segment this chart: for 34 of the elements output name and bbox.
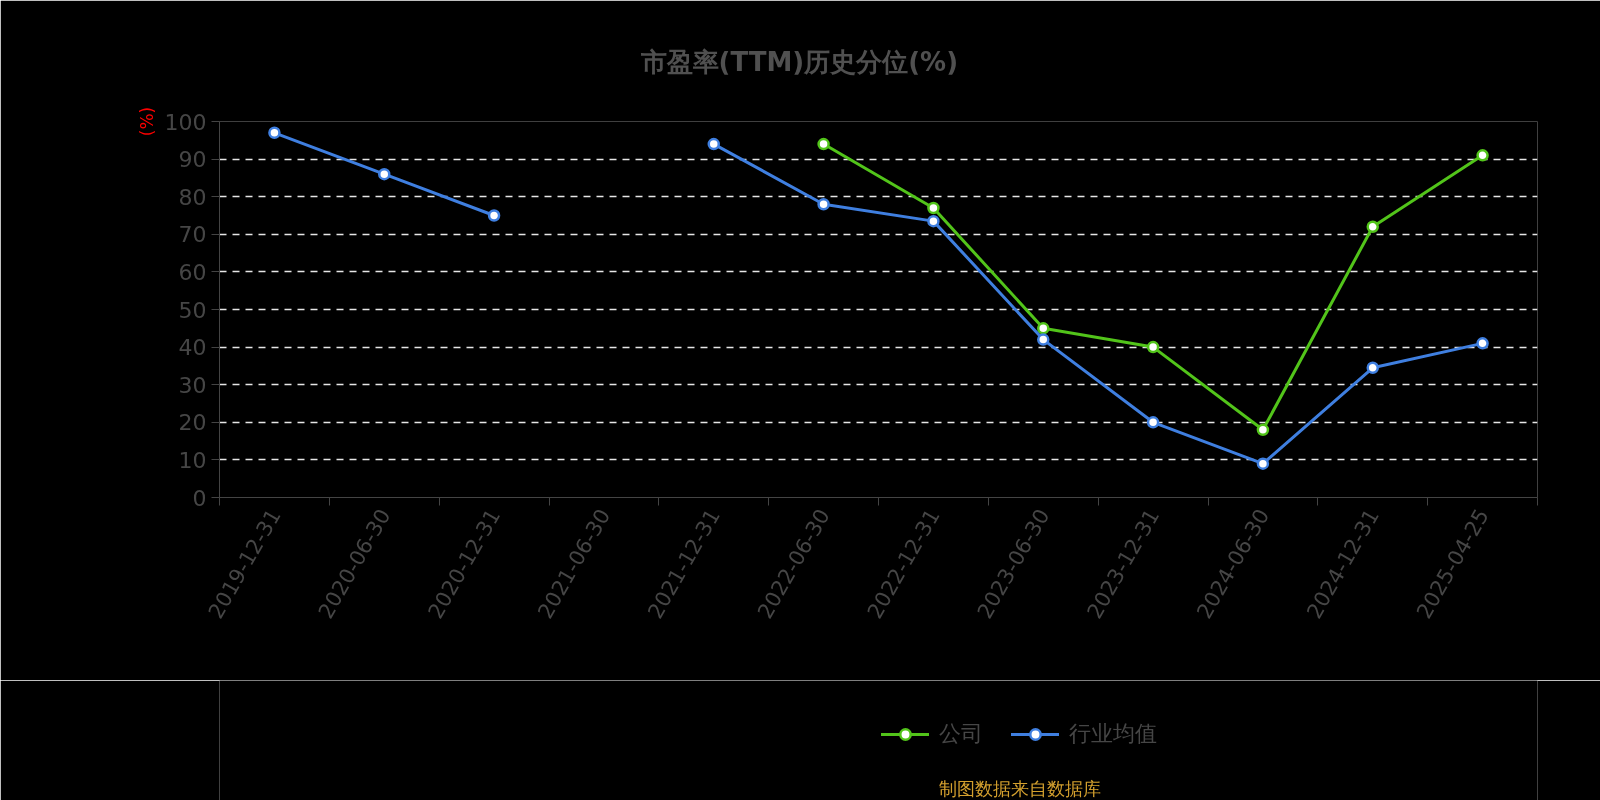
legend-label: 行业均值 (1069, 720, 1157, 748)
chart-title: 市盈率(TTM)历史分位(%) (639, 47, 959, 77)
point (817, 137, 830, 151)
point (1366, 220, 1379, 234)
text: 制图数据来自数据库 (938, 778, 1101, 799)
y-tick-label: 60 (178, 259, 207, 285)
point (707, 137, 720, 151)
point (1256, 423, 1270, 437)
y-tick-label: 0 (192, 485, 207, 511)
point (927, 214, 940, 228)
y-axis-title: (%) (136, 106, 157, 137)
point (1037, 333, 1050, 346)
point (268, 126, 281, 140)
y-tick-label: 50 (178, 297, 207, 323)
y-tick-label: 20 (178, 410, 207, 436)
point (1476, 337, 1489, 350)
point (1037, 322, 1050, 335)
point (1476, 149, 1489, 162)
y-tick-label: 10 (178, 447, 207, 473)
point (1146, 416, 1160, 429)
y-tick-label: 80 (178, 184, 207, 210)
y-tick-label: 40 (178, 335, 207, 361)
legend-label: 公司 (939, 720, 983, 748)
point (378, 167, 391, 181)
point (1256, 457, 1270, 470)
y-tick-label: 90 (178, 147, 207, 173)
y-tick-label: 100 (164, 109, 207, 135)
point (927, 201, 940, 215)
y-tick-label: 70 (178, 222, 207, 248)
point (1146, 340, 1160, 354)
point (487, 209, 501, 222)
y-tick-label: 30 (178, 372, 207, 398)
point (1366, 361, 1379, 375)
point (817, 197, 830, 211)
